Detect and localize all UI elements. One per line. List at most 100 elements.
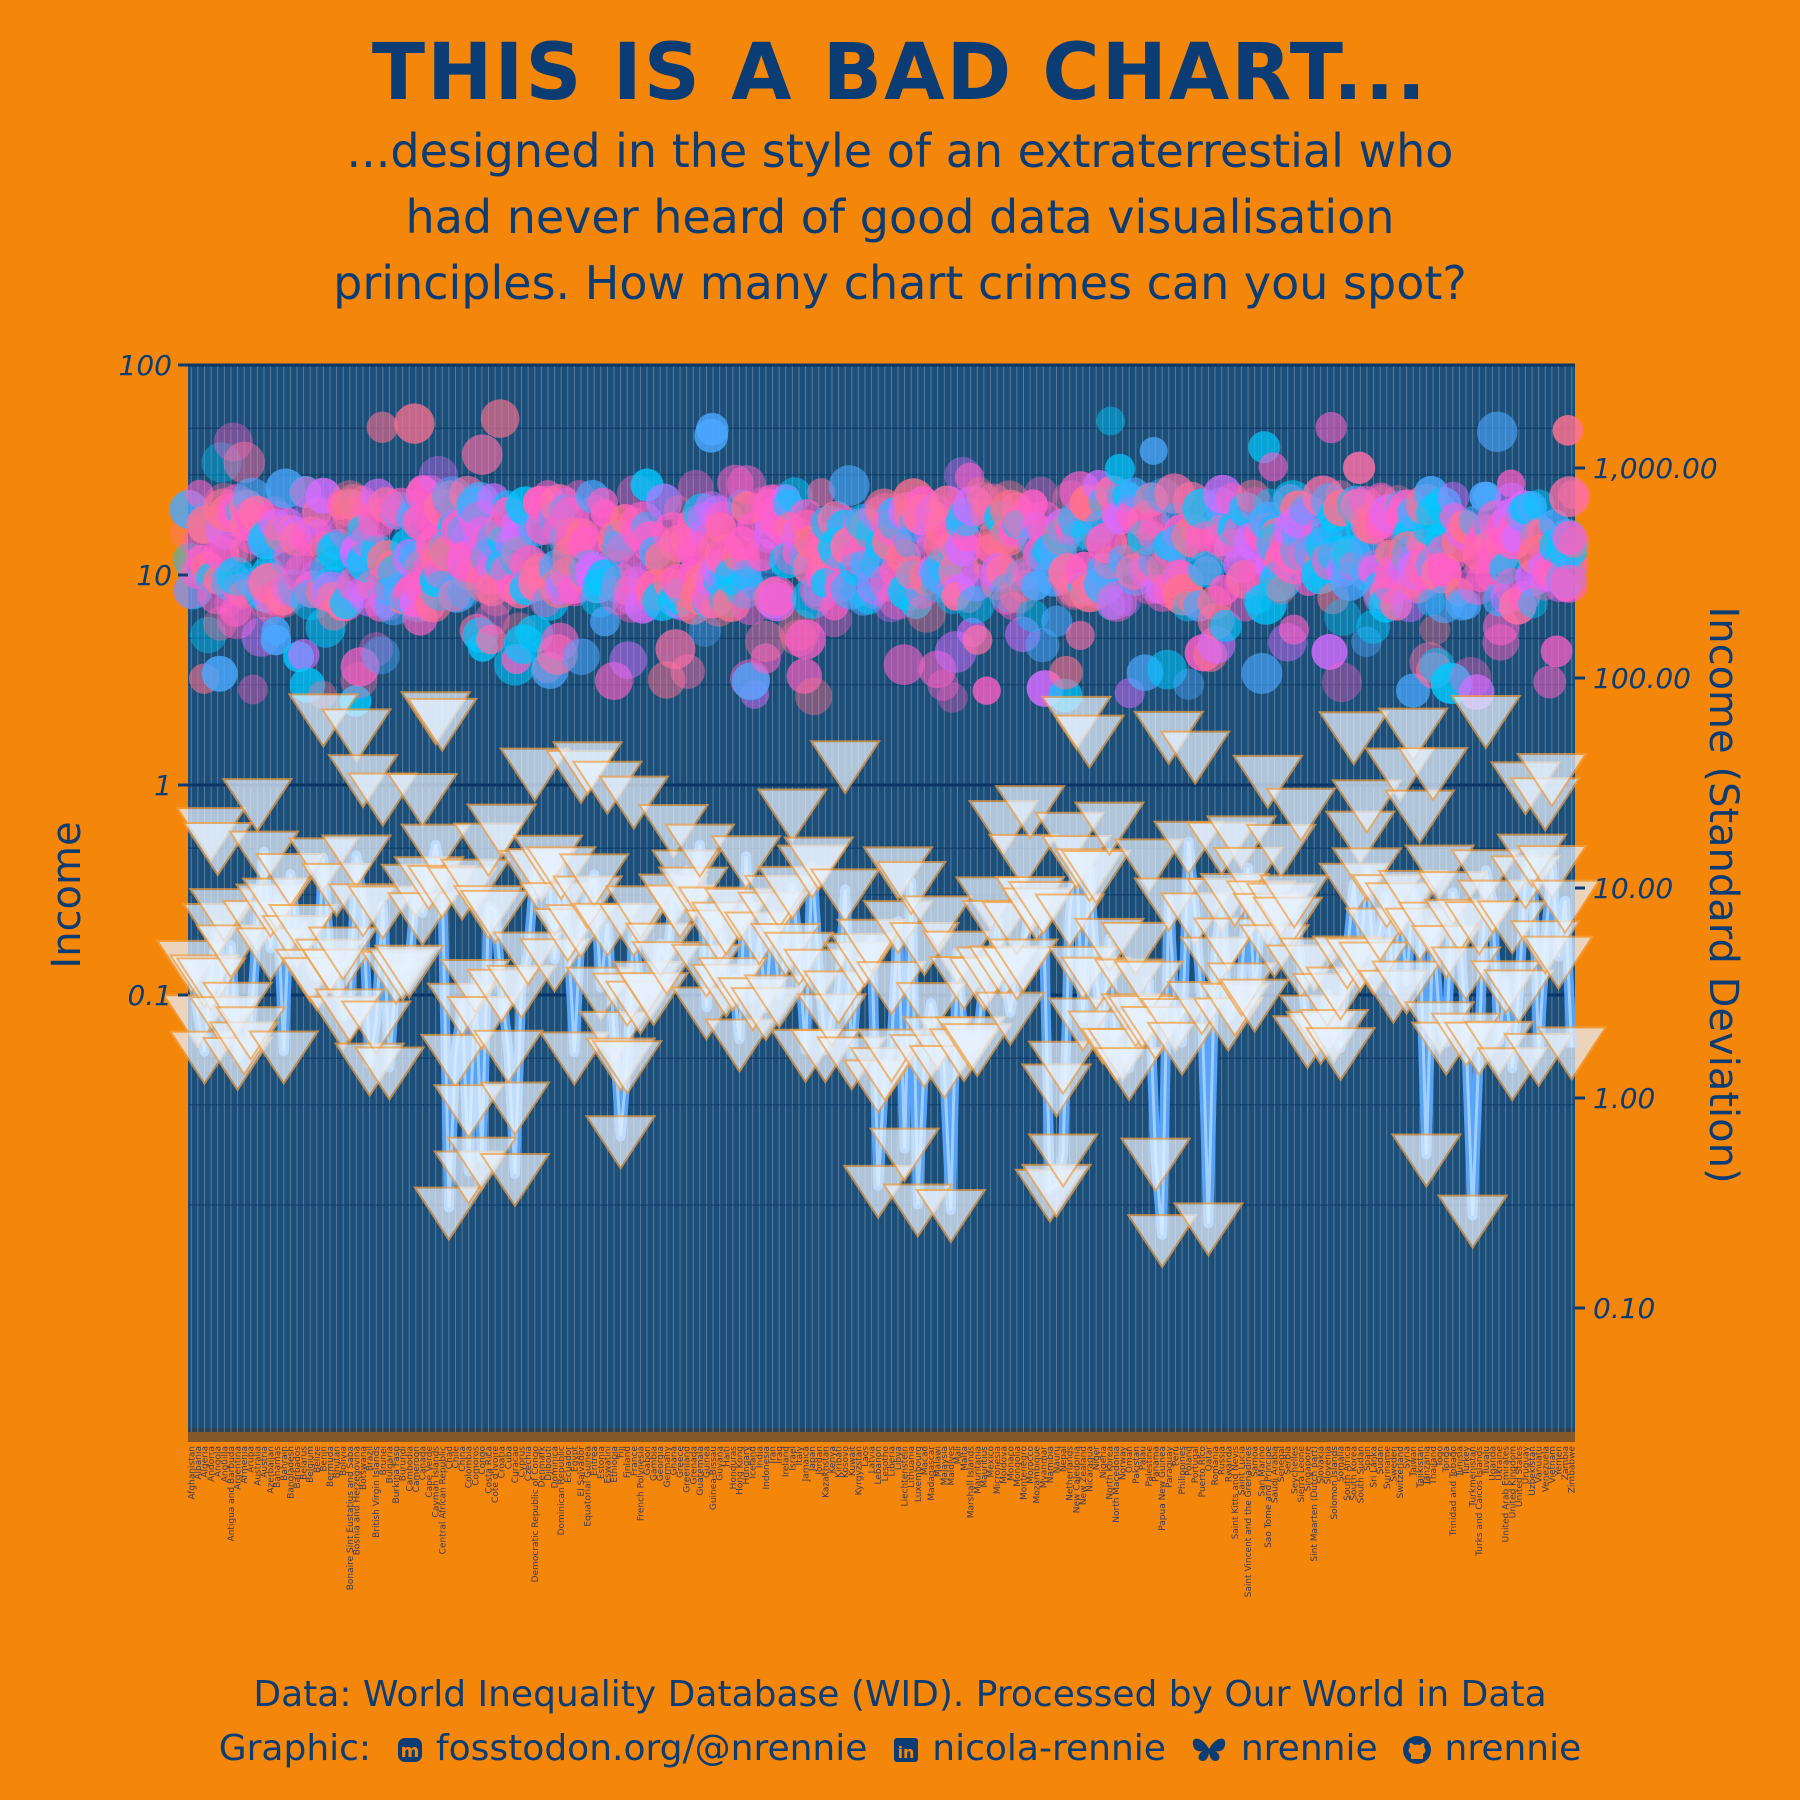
x-tick-label: Democratic Republic of Congo — [531, 1446, 541, 1583]
income-bubble — [989, 572, 1029, 613]
y2-tick-label: 0.10 — [1593, 1292, 1655, 1325]
income-bubble — [1540, 635, 1573, 668]
x-tick-label: Finland — [623, 1446, 633, 1478]
github-handle: nrennie — [1444, 1728, 1582, 1769]
income-bubble — [461, 434, 503, 475]
income-bubble — [785, 619, 826, 660]
income-bubble — [213, 422, 253, 462]
x-tick-label: Austria — [260, 1446, 270, 1478]
sd-triangle — [868, 1127, 941, 1183]
x-tick-label: Morocco — [1026, 1446, 1036, 1484]
sd-triangle — [320, 834, 393, 890]
sd-triangle — [1146, 1021, 1218, 1077]
sd-triangle — [1397, 747, 1469, 803]
sd-triangle — [584, 1115, 657, 1171]
income-bubble — [1533, 665, 1567, 699]
sd-triangle — [1265, 787, 1337, 843]
x-tick-label: Cambodia — [405, 1446, 415, 1492]
x-tick-label: Ecuador — [564, 1446, 574, 1483]
x-tick-label: Malaysia — [940, 1446, 950, 1485]
x-tick-label: Guinea — [702, 1446, 712, 1478]
x-tick-label: Palestine — [1145, 1446, 1155, 1487]
x-tick-label: Slovakia — [1317, 1446, 1327, 1484]
x-tick-label: Poland — [1185, 1446, 1195, 1476]
sd-triangle — [743, 974, 815, 1030]
y2-tick-label: 1.00 — [1593, 1082, 1655, 1115]
income-bubble — [1098, 585, 1133, 620]
sd-triangle — [1027, 1133, 1099, 1189]
income-bubble — [361, 636, 400, 675]
sd-triangle — [597, 775, 670, 831]
x-tick-label: Burkina Faso — [392, 1446, 402, 1504]
sd-triangle — [386, 772, 459, 828]
income-bubble — [266, 583, 299, 616]
income-bubble — [962, 625, 993, 655]
x-tick-label: Sint Maarten (Dutch part) — [1310, 1446, 1320, 1562]
x-tick-label: Madagascar — [927, 1446, 937, 1501]
x-tick-label: Vietnam — [1548, 1446, 1558, 1484]
x-tick-label: Czechia — [524, 1446, 534, 1481]
linkedin-link[interactable]: in nicola-rennie — [891, 1722, 1166, 1776]
x-tick-label: Bhutan — [333, 1446, 343, 1478]
sd-triangle — [221, 778, 294, 833]
income-bubble — [1115, 553, 1152, 591]
y2-tick-label: 1,000.00 — [1593, 452, 1718, 485]
sd-triangle — [558, 853, 631, 909]
income-bubble — [745, 620, 787, 663]
sd-triangle — [1331, 779, 1403, 835]
triangle-series — [155, 691, 1608, 1269]
sd-triangle — [479, 1081, 551, 1137]
income-bubble — [952, 485, 994, 526]
x-tick-label: Mexico — [986, 1446, 996, 1478]
sd-triangle — [459, 889, 531, 945]
x-tick-label: Cuba — [504, 1446, 514, 1469]
income-bubble — [1315, 411, 1347, 444]
income-bubble — [906, 593, 947, 633]
x-tick-label: Mongolia — [1013, 1446, 1023, 1487]
x-tick-label: Portugal — [1191, 1446, 1201, 1483]
x-tick-label: Tajikistan — [1416, 1446, 1426, 1489]
x-tick-label: Greenland — [683, 1446, 693, 1493]
x-tick-label: Mozambique — [1033, 1446, 1043, 1504]
x-tick-label: Turkey — [1462, 1445, 1472, 1476]
income-bubble — [1258, 452, 1288, 482]
income-bubble — [965, 477, 994, 506]
x-tick-label: Angola — [214, 1446, 224, 1477]
x-tick-label: United Kingdom — [1508, 1446, 1518, 1518]
x-tick-label: Seychelles — [1290, 1446, 1300, 1494]
x-tick-label: Greece — [676, 1446, 686, 1478]
x-tick-label: Chad — [445, 1446, 455, 1469]
sd-triangle — [1053, 714, 1126, 770]
sd-triangle — [756, 788, 829, 844]
x-tick-label: Thailand — [1429, 1446, 1439, 1486]
x-tick-label: Iran — [769, 1446, 779, 1464]
income-bubble — [937, 682, 968, 713]
income-bubble — [927, 669, 959, 701]
x-tick-label: Montenegro — [1020, 1446, 1030, 1500]
sd-triangle — [419, 1033, 492, 1089]
github-link[interactable]: nrennie — [1401, 1722, 1581, 1776]
income-bubble — [223, 441, 266, 484]
x-tick-label: Aruba — [247, 1446, 257, 1473]
y2-axis-label: Income (Standard Deviation) — [1700, 606, 1746, 1183]
income-bubble — [828, 465, 870, 507]
caption-data-line: Data: World Inequality Database (WID). P… — [253, 1674, 1547, 1715]
income-bubble — [219, 595, 252, 627]
income-bubble — [1096, 406, 1126, 436]
income-bubble — [750, 643, 781, 674]
income-bubble — [883, 644, 925, 686]
x-tick-label: Bahamas — [273, 1446, 283, 1488]
sd-triangle — [432, 1084, 505, 1140]
income-bubble — [1552, 415, 1584, 446]
x-tick-label: Curacao — [511, 1446, 521, 1484]
mastodon-link[interactable]: m fosstodon.org/@nrennie — [395, 1722, 867, 1776]
bluesky-link[interactable]: nrennie — [1189, 1722, 1378, 1776]
income-bubble — [394, 403, 435, 444]
x-tick-label: North Korea — [1105, 1446, 1115, 1500]
sd-triangle — [1218, 978, 1291, 1034]
income-bubble — [201, 655, 238, 692]
x-tick-label: Pakistan — [1132, 1446, 1142, 1484]
sd-triangle — [987, 938, 1060, 994]
x-tick-label: Grenada — [689, 1446, 699, 1484]
